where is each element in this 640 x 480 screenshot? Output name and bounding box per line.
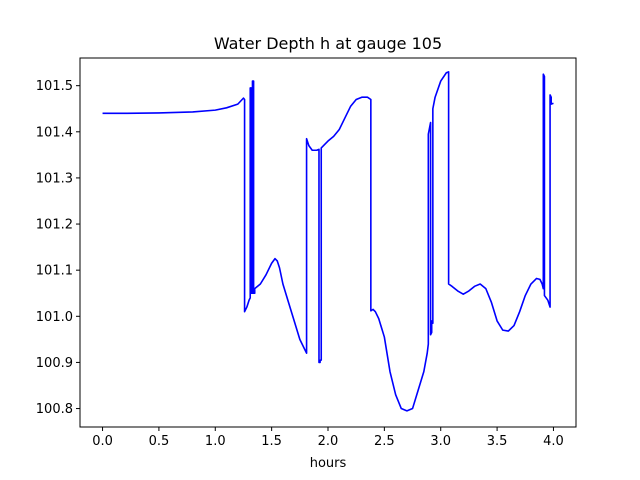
- y-tick-label: 101.2: [36, 218, 73, 233]
- series-line-0: [102, 71, 554, 412]
- y-tick-label: 100.9: [36, 356, 73, 371]
- x-tick-label: 2.0: [318, 434, 339, 449]
- y-tick-label: 101.0: [36, 310, 73, 325]
- x-tick-label: 0.0: [92, 434, 113, 449]
- x-tick-label: 4.0: [543, 434, 564, 449]
- y-axis: 100.8 100.9 101.0 101.1 101.2 101.3 101.4 101.5: [36, 79, 80, 417]
- y-tick-label: 101.3: [36, 171, 73, 186]
- x-axis: 0.0 0.5 1.0 1.5 2.0 2.5 3.0 3.5 4.0: [92, 427, 564, 449]
- x-tick-label: 1.0: [205, 434, 226, 449]
- chart-title: Water Depth h at gauge 105: [214, 34, 442, 53]
- y-tick-label: 101.1: [36, 264, 73, 279]
- x-tick-label: 2.5: [374, 434, 395, 449]
- plot-area: [102, 71, 554, 412]
- x-tick-label: 1.5: [261, 434, 282, 449]
- x-tick-label: 3.5: [487, 434, 508, 449]
- y-tick-label: 101.5: [36, 79, 73, 94]
- x-tick-label: 0.5: [149, 434, 170, 449]
- x-tick-label: 3.0: [430, 434, 451, 449]
- axes-frame: [79, 57, 577, 428]
- y-tick-label: 100.8: [36, 402, 73, 417]
- y-tick-label: 101.4: [36, 125, 73, 140]
- x-axis-label: hours: [310, 456, 347, 471]
